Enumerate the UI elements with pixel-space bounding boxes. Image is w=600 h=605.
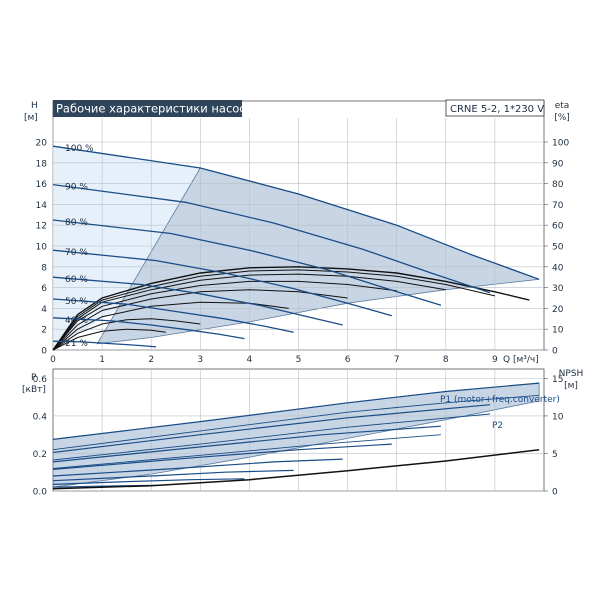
p1-curve: [52, 443, 392, 470]
head-y-right-tick-label: 30: [552, 284, 564, 294]
p1-curve: [52, 404, 491, 454]
head-y-right-tick-label: 90: [552, 159, 564, 169]
power-y-tick-label: 0.4: [33, 412, 48, 422]
head-y-right-tick-label: 70: [552, 201, 564, 211]
head-y-tick-label: 10: [36, 243, 48, 253]
flow-axis-label: Q [м³/ч]: [503, 355, 539, 365]
head-y-tick-label: 0: [41, 347, 47, 357]
head-y-tick-label: 6: [41, 284, 47, 294]
eta-curve: [52, 328, 166, 351]
head-x-tick-label: 0: [50, 355, 56, 365]
p2-series-label: P2: [492, 421, 503, 431]
head-y-right-tick-label: 80: [552, 180, 564, 190]
head-x-tick-label: 7: [394, 355, 400, 365]
head-x-tick-label: 3: [197, 355, 203, 365]
head-y-tick-label: 18: [36, 159, 48, 169]
head-x-tick-label: 2: [148, 355, 154, 365]
title-layer: Рабочие характеристики насоса CRNE 5-2, …: [53, 99, 545, 117]
npsh-curve: [52, 448, 540, 490]
eta-axis-label: eta: [555, 101, 570, 111]
head-chart-layer: 0 1 2 3 4 5 6 7 8 9024681012141618200102030405060…: [24, 100, 570, 365]
head-y-right-tick-label: 60: [552, 222, 564, 232]
head-y-axis-unit: [м]: [24, 113, 38, 123]
chart-title: Рабочие характеристики насоса: [56, 102, 253, 116]
eta-curve: [52, 318, 201, 351]
speed-curve: [52, 145, 540, 280]
p2-curve: [52, 434, 441, 469]
title-background: [53, 100, 242, 117]
head-y-right-tick-label: 50: [552, 243, 564, 253]
p2-curve: [52, 394, 540, 451]
npsh-axis-unit: [м]: [564, 381, 578, 391]
head-y-right-tick-label: 40: [552, 263, 564, 273]
eta-curve: [52, 273, 446, 351]
head-y-tick-label: 20: [36, 139, 48, 149]
speed-curve-label: 40 %: [65, 316, 88, 326]
power-y-tick-label: 0.0: [33, 488, 48, 498]
speed-curve-label: 100 %: [65, 144, 94, 154]
p1-series-label: P1 (motor+freq.converter): [440, 395, 560, 405]
head-y-tick-label: 16: [36, 180, 48, 190]
p1-curve: [52, 425, 441, 463]
model-label: CRNE 5-2, 1*230 V: [450, 104, 544, 115]
power-y-tick-label: 0.6: [33, 375, 48, 385]
head-y-axis-label: H: [31, 101, 38, 111]
npsh-tick-label: 5: [552, 450, 558, 460]
head-y-tick-label: 12: [36, 222, 47, 232]
speed-curve: [52, 219, 442, 306]
head-x-tick-label: 8: [443, 355, 449, 365]
speed-curve: [52, 298, 294, 333]
head-y-right-tick-label: 100: [552, 139, 569, 149]
head-y-right-tick-label: 0: [552, 347, 558, 357]
head-x-tick-label: 9: [492, 355, 498, 365]
head-x-tick-label: 4: [247, 355, 253, 365]
head-x-tick-label: 6: [345, 355, 351, 365]
speed-curve: [52, 276, 343, 326]
speed-curve: [52, 340, 157, 348]
p1-curve: [52, 478, 245, 485]
speed-curve-label: 21 %: [65, 339, 88, 349]
p1-curve: [52, 469, 294, 482]
speed-curve-label: 90 %: [65, 183, 88, 193]
speed-curve-label: 80 %: [65, 218, 88, 228]
npsh-tick-label: 15: [552, 375, 563, 385]
p1-curve: [52, 382, 540, 440]
head-y-right-tick-label: 10: [552, 326, 564, 336]
head-y-tick-label: 2: [41, 326, 47, 336]
p2-curve: [52, 413, 491, 461]
npsh-axis-label: NPSH: [559, 369, 584, 379]
eta-axis-unit: [%]: [554, 113, 570, 123]
head-x-tick-label: 1: [99, 355, 105, 365]
head-y-tick-label: 8: [41, 263, 47, 273]
speed-curve-label: 70 %: [65, 248, 88, 258]
speed-curve: [52, 249, 392, 317]
speed-curve: [52, 183, 491, 294]
npsh-tick-label: 0: [552, 488, 558, 498]
eta-curve: [52, 289, 348, 351]
head-y-right-tick-label: 20: [552, 305, 564, 315]
speed-curve-label: 60 %: [65, 275, 88, 285]
power-y-tick-label: 0.2: [33, 450, 47, 460]
model-box: [445, 99, 545, 117]
p1-curve: [52, 458, 343, 477]
power-y-axis-label: P: [31, 373, 37, 383]
power-chart-layer: 0.0 0.2 0.4 0.6 0 5 10 15 P [кВт] NPSH [м] P1 (motor…: [22, 368, 584, 498]
head-y-tick-label: 4: [41, 305, 47, 315]
eta-curve: [52, 266, 530, 351]
eta-curve: [52, 280, 397, 351]
speed-curve-label: 50 %: [65, 297, 88, 307]
speed-curve: [52, 317, 245, 340]
head-y-tick-label: 14: [36, 201, 48, 211]
power-y-axis-unit: [кВт]: [22, 385, 46, 395]
head-x-tick-label: 5: [296, 355, 302, 365]
npsh-tick-label: 10: [552, 412, 564, 422]
eta-curve: [52, 269, 496, 351]
